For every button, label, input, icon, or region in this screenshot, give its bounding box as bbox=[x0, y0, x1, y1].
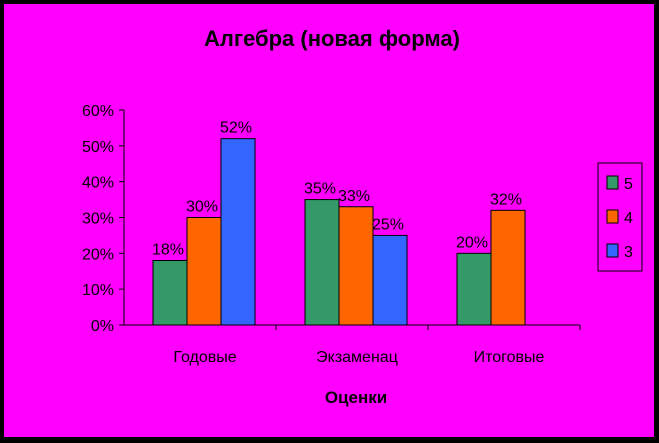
y-tick-label: 60% bbox=[82, 103, 114, 120]
legend-label-3: 3 bbox=[624, 244, 633, 261]
y-tick-label: 30% bbox=[82, 211, 114, 228]
bar-4-2 bbox=[490, 209, 526, 326]
data-label: 20% bbox=[456, 234, 488, 251]
category-label: Итоговые bbox=[474, 349, 545, 366]
y-tick-label: 50% bbox=[82, 139, 114, 156]
data-label: 30% bbox=[186, 199, 218, 216]
data-labels: 18% 30% 52% 35% 33%25% 20% 32% bbox=[152, 120, 522, 259]
legend: 5 4 3 bbox=[597, 162, 643, 272]
data-label: 25% bbox=[372, 216, 404, 233]
chart-title: Алгебра (новая форма) bbox=[204, 26, 460, 51]
category-label: Годовые bbox=[173, 349, 236, 366]
legend-box bbox=[597, 162, 643, 272]
category-label: Экзаменац bbox=[316, 349, 398, 366]
data-label: 52% bbox=[220, 120, 252, 137]
legend-swatch-4 bbox=[606, 209, 619, 224]
legend-label-5: 5 bbox=[624, 176, 633, 193]
data-label: 35% bbox=[304, 181, 336, 198]
bar-group bbox=[152, 138, 526, 326]
legend-label-4: 4 bbox=[624, 210, 633, 227]
data-label: 33% bbox=[338, 188, 370, 205]
y-tick-label: 10% bbox=[82, 282, 114, 299]
bar-3-0 bbox=[220, 138, 256, 326]
legend-swatch-5 bbox=[606, 175, 619, 190]
axes bbox=[123, 110, 581, 330]
bar-4-0 bbox=[186, 217, 222, 326]
data-label: 32% bbox=[490, 191, 522, 208]
bar-5-0 bbox=[152, 260, 188, 326]
bar-3-1 bbox=[372, 234, 408, 326]
legend-swatch-3 bbox=[606, 243, 619, 258]
y-axis-ticks: 0% 10% 20% 30% 40% 50% 60% bbox=[82, 103, 124, 335]
x-axis-title: Оценки bbox=[325, 388, 387, 407]
category-labels: Годовые Экзаменац Итоговые bbox=[173, 349, 544, 366]
bar-5-1 bbox=[304, 199, 340, 326]
y-tick-label: 0% bbox=[91, 318, 114, 335]
bar-4-1 bbox=[338, 206, 374, 326]
y-tick-label: 40% bbox=[82, 175, 114, 192]
data-label: 18% bbox=[152, 242, 184, 259]
bar-5-2 bbox=[456, 252, 492, 326]
y-tick-label: 20% bbox=[82, 246, 114, 263]
